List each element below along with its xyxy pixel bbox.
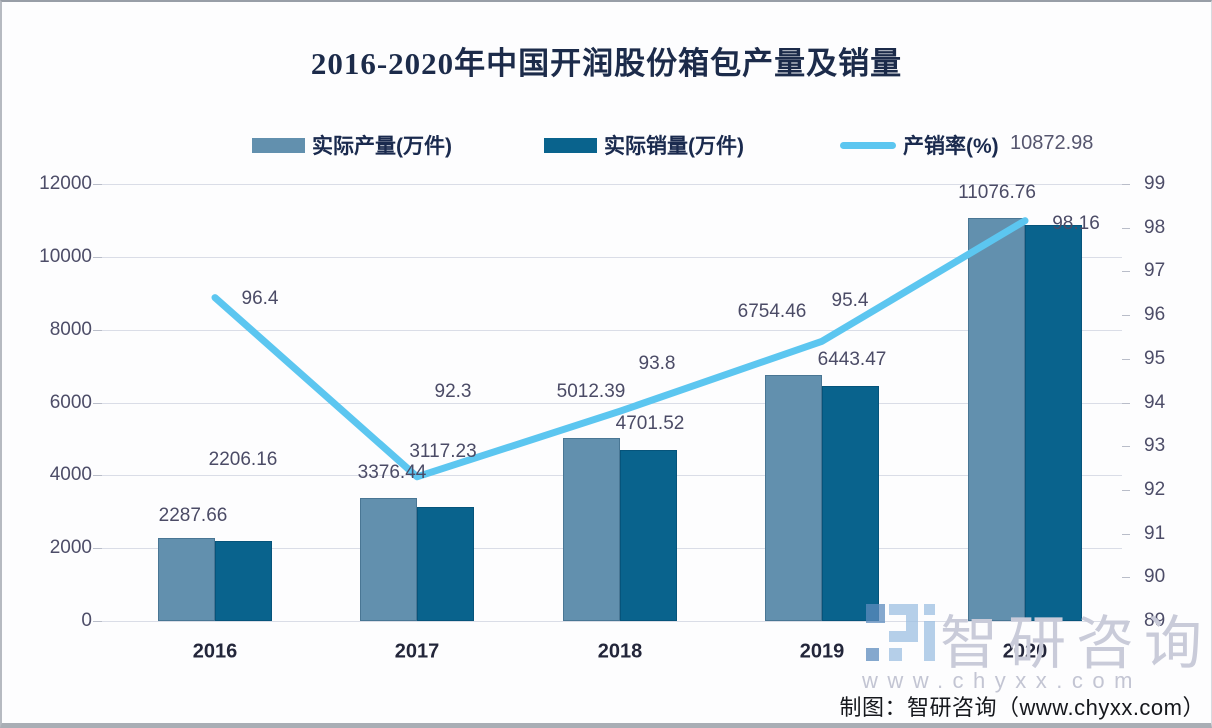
bar-production-2018 — [563, 438, 620, 621]
left-axis-tick-mark — [93, 256, 102, 258]
left-axis-tick-label: 8000 — [49, 318, 92, 340]
bar-sales-2017 — [417, 507, 474, 621]
gridline — [102, 184, 1122, 185]
gridline — [102, 402, 1122, 404]
right-axis-tick-mark — [1122, 446, 1130, 448]
chart-title: 2016-2020年中国开润股份箱包产量及销量 — [310, 46, 903, 81]
data-label-production-2017: 3376.44 — [357, 462, 427, 483]
sales-legend-label: 实际销量(万件) — [604, 135, 744, 158]
x-axis-label-2019: 2019 — [799, 640, 845, 663]
right-axis-tick-mark — [1122, 489, 1130, 491]
left-axis-tick-mark — [93, 548, 102, 550]
sales-legend-swatch — [544, 137, 597, 153]
data-label-rate-2020: 98.16 — [1052, 213, 1100, 234]
bar-sales-2019 — [822, 386, 879, 621]
left-axis-tick-label: 12000 — [39, 173, 92, 194]
data-label-production-2019: 6754.46 — [737, 301, 807, 322]
zhiyan-logo-icon — [866, 604, 935, 661]
left-axis-tick-mark — [93, 184, 102, 185]
bar-sales-2016 — [215, 540, 272, 621]
bar-production-2016 — [158, 537, 215, 621]
right-axis-tick-mark — [1122, 402, 1130, 404]
left-axis-tick-mark — [93, 329, 102, 331]
left-axis-tick-mark — [93, 621, 102, 622]
rate-legend-label: 产销率(%) — [903, 135, 999, 158]
right-axis-tick-label: 95 — [1144, 347, 1166, 369]
data-label-sales-2017: 3117.23 — [409, 441, 477, 462]
right-axis-tick-label: 99 — [1144, 173, 1166, 194]
watermark-brand-text: 智研咨询 — [940, 611, 1212, 676]
right-axis-tick-label: 93 — [1144, 435, 1166, 457]
legend-item-rate: 产销率(%) — [840, 130, 999, 160]
data-label-rate-2019: 95.4 — [831, 290, 869, 311]
bar-sales-2018 — [620, 449, 677, 621]
left-axis-tick-label: 6000 — [49, 391, 92, 413]
bar-production-2020 — [968, 217, 1025, 621]
gridline — [102, 329, 1122, 331]
left-axis-tick-label: 10000 — [39, 245, 92, 267]
data-label-sales-2018: 4701.52 — [615, 413, 685, 434]
rate-line-series — [211, 217, 1029, 481]
data-label-rate-2016: 96.4 — [241, 288, 279, 309]
data-label-sales-2020: 10872.98 — [1010, 132, 1094, 154]
left-axis-tick-mark — [93, 402, 102, 404]
production-legend-label: 实际产量(万件) — [312, 135, 452, 158]
legend-item-sales: 实际销量(万件) — [544, 130, 744, 160]
data-label-production-2020: 11076.76 — [958, 182, 1036, 203]
bar-sales-2020 — [1025, 225, 1082, 621]
right-axis-tick-mark — [1122, 271, 1130, 273]
right-axis-tick-label: 94 — [1144, 391, 1166, 413]
rate-legend-line-swatch — [840, 141, 896, 149]
right-axis-tick-label: 89 — [1144, 610, 1166, 631]
data-label-sales-2016: 2206.16 — [208, 449, 278, 470]
x-axis-label-2016: 2016 — [192, 640, 238, 663]
bar-production-2017 — [360, 498, 417, 621]
left-axis-tick-label: 2000 — [49, 537, 92, 559]
right-axis-tick-mark — [1122, 315, 1130, 317]
data-label-production-2016: 2287.66 — [158, 505, 228, 526]
right-axis-tick-label: 96 — [1144, 304, 1166, 326]
right-axis-tick-mark — [1122, 358, 1130, 360]
gridline — [102, 256, 1122, 258]
right-axis-tick-label: 98 — [1144, 216, 1166, 238]
right-axis-tick-mark — [1122, 621, 1130, 622]
production-legend-swatch — [252, 137, 305, 153]
right-axis-tick-label: 97 — [1144, 260, 1166, 282]
data-label-rate-2017: 92.3 — [434, 381, 472, 402]
left-axis-tick-mark — [93, 475, 102, 477]
gridline — [102, 621, 1122, 622]
right-axis-tick-mark — [1122, 533, 1130, 535]
data-label-rate-2018: 93.8 — [638, 353, 676, 374]
x-axis-label-2017: 2017 — [394, 640, 440, 663]
right-axis-tick-mark — [1122, 577, 1130, 579]
data-label-sales-2019: 6443.47 — [817, 349, 887, 370]
bar-production-2019 — [765, 375, 822, 621]
right-axis-tick-mark — [1122, 184, 1130, 185]
x-axis-label-2020: 2020 — [1002, 640, 1048, 663]
right-axis-tick-label: 91 — [1144, 522, 1166, 544]
right-axis-tick-mark — [1122, 227, 1130, 229]
x-axis-label-2018: 2018 — [597, 640, 643, 663]
footer-credit: 制图：智研咨询（www.chyxx.com） — [839, 695, 1205, 720]
left-axis-tick-label: 4000 — [49, 464, 92, 486]
left-axis-tick-label: 0 — [81, 610, 92, 631]
legend-item-production: 实际产量(万件) — [252, 130, 452, 160]
watermark-site-text: www.chyxx.com — [862, 668, 1142, 693]
right-axis-tick-label: 90 — [1144, 566, 1166, 588]
right-axis-tick-label: 92 — [1144, 478, 1166, 500]
data-label-production-2018: 5012.39 — [556, 381, 626, 402]
